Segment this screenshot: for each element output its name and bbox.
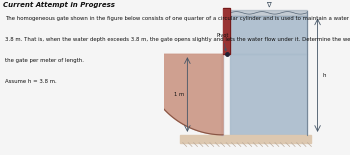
Text: Pivot: Pivot [217, 33, 229, 51]
Bar [223, 8, 230, 54]
Text: 3.8 m. That is, when the water depth exceeds 3.8 m, the gate opens slightly and : 3.8 m. That is, when the water depth exc… [5, 37, 350, 42]
Text: ∇: ∇ [266, 2, 271, 8]
Text: The homogeneous gate shown in the figure below consists of one quarter of a circ: The homogeneous gate shown in the figure… [5, 16, 350, 21]
Text: Current Attempt in Progress: Current Attempt in Progress [3, 2, 115, 8]
Text: the gate per meter of length.: the gate per meter of length. [5, 58, 84, 63]
Polygon shape [142, 54, 223, 135]
Bar [230, 10, 307, 16]
Bar [180, 135, 312, 143]
Bar [221, 54, 223, 135]
Text: h: h [323, 73, 326, 78]
Text: Assume h = 3.8 m.: Assume h = 3.8 m. [5, 79, 57, 84]
Bar [230, 16, 307, 54]
Bar [230, 54, 307, 135]
Text: 1 m: 1 m [174, 92, 184, 97]
